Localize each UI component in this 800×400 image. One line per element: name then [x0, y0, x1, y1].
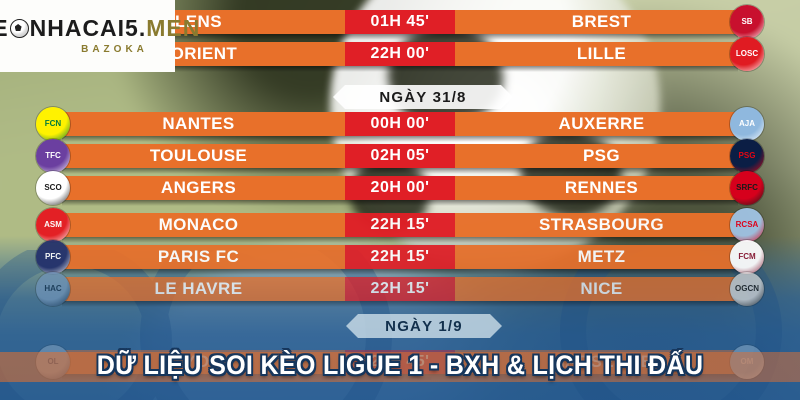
match-row[interactable]: SCO ANGERS 20H 00' RENNES SRFC — [36, 171, 764, 206]
lille-badge: LOSC — [730, 37, 764, 71]
home-team-name: PARIS FC — [157, 247, 240, 266]
away-team-name: STRASBOURG — [539, 215, 664, 234]
brand-part-2: NHACAI5. — [29, 15, 147, 41]
away-team-name: LILLE — [576, 44, 627, 63]
row-shadow — [62, 136, 738, 142]
kickoff-time: 01H 45' — [345, 10, 455, 34]
match-row[interactable]: HAC LE HAVRE 22H 15' NICE OGCN — [36, 272, 764, 307]
brand-part-1: KE — [0, 17, 9, 40]
away-team-name: RENNES — [564, 178, 639, 197]
brand-wordmark: KE NHACAI5. MEN — [0, 17, 200, 40]
away-team-name: PSG — [582, 146, 621, 165]
kickoff-time: 22H 15' — [345, 213, 455, 237]
row-shadow — [62, 200, 738, 206]
nice-badge: OGCN — [730, 272, 764, 306]
home-team-name: LENS — [175, 12, 222, 31]
home-team-name: MONACO — [158, 215, 239, 234]
home-team-name: ANGERS — [160, 178, 237, 197]
lehavre-badge: HAC — [36, 272, 70, 306]
strasbourg-badge: RCSA — [730, 208, 764, 242]
kickoff-time: 22H 15' — [345, 245, 455, 269]
match-row[interactable]: TFC TOULOUSE 02H 05' PSG PSG — [36, 139, 764, 174]
away-team-name: NICE — [580, 279, 623, 298]
auxerre-badge: AJA — [730, 107, 764, 141]
row-shadow — [62, 301, 738, 307]
date-header-1: NGÀY 31/8 — [333, 85, 513, 109]
match-row[interactable]: PFC PARIS FC 22H 15' METZ FCM — [36, 240, 764, 275]
row-shadow — [62, 269, 738, 275]
soccer-ball-icon — [9, 19, 29, 38]
rennes-badge: SRFC — [730, 171, 764, 205]
brand-suffix: MEN — [146, 15, 201, 41]
kickoff-time: 02H 05' — [345, 144, 455, 168]
row-shadow — [62, 237, 738, 243]
angers-badge: SCO — [36, 171, 70, 205]
row-shadow — [62, 66, 738, 72]
title-backdrop — [0, 352, 800, 382]
toulouse-badge: TFC — [36, 139, 70, 173]
row-shadow — [62, 168, 738, 174]
page-title: DỮ LIỆU SOI KÈO LIGUE 1 - BXH & LỊCH THI… — [96, 349, 704, 380]
home-team-name: LORIENT — [159, 44, 238, 63]
home-team-name: LE HAVRE — [154, 279, 243, 298]
parisfc-badge: PFC — [36, 240, 70, 274]
home-team-name: NANTES — [162, 114, 235, 133]
monaco-badge: ASM — [36, 208, 70, 242]
home-team-name: TOULOUSE — [149, 146, 248, 165]
metz-badge: FCM — [730, 240, 764, 274]
match-row[interactable]: FCN NANTES 00H 00' AUXERRE AJA — [36, 107, 764, 142]
brest-badge: SB — [730, 5, 764, 39]
date-header-2: NGÀY 1/9 — [346, 314, 502, 338]
kickoff-time: 22H 15' — [345, 277, 455, 301]
kickoff-time: 20H 00' — [345, 176, 455, 200]
site-watermark-logo: KE NHACAI5. MEN BAZOKA — [0, 0, 199, 72]
match-row[interactable]: ASM MONACO 22H 15' STRASBOURG RCSA — [36, 208, 764, 243]
psg-badge: PSG — [730, 139, 764, 173]
nantes-badge: FCN — [36, 107, 70, 141]
away-team-name: AUXERRE — [558, 114, 645, 133]
row-shadow — [62, 34, 738, 40]
away-team-name: METZ — [577, 247, 626, 266]
kickoff-time: 22H 00' — [345, 42, 455, 66]
brand-tagline: BAZOKA — [81, 44, 148, 55]
away-team-name: BREST — [571, 12, 632, 31]
kickoff-time: 00H 00' — [345, 112, 455, 136]
